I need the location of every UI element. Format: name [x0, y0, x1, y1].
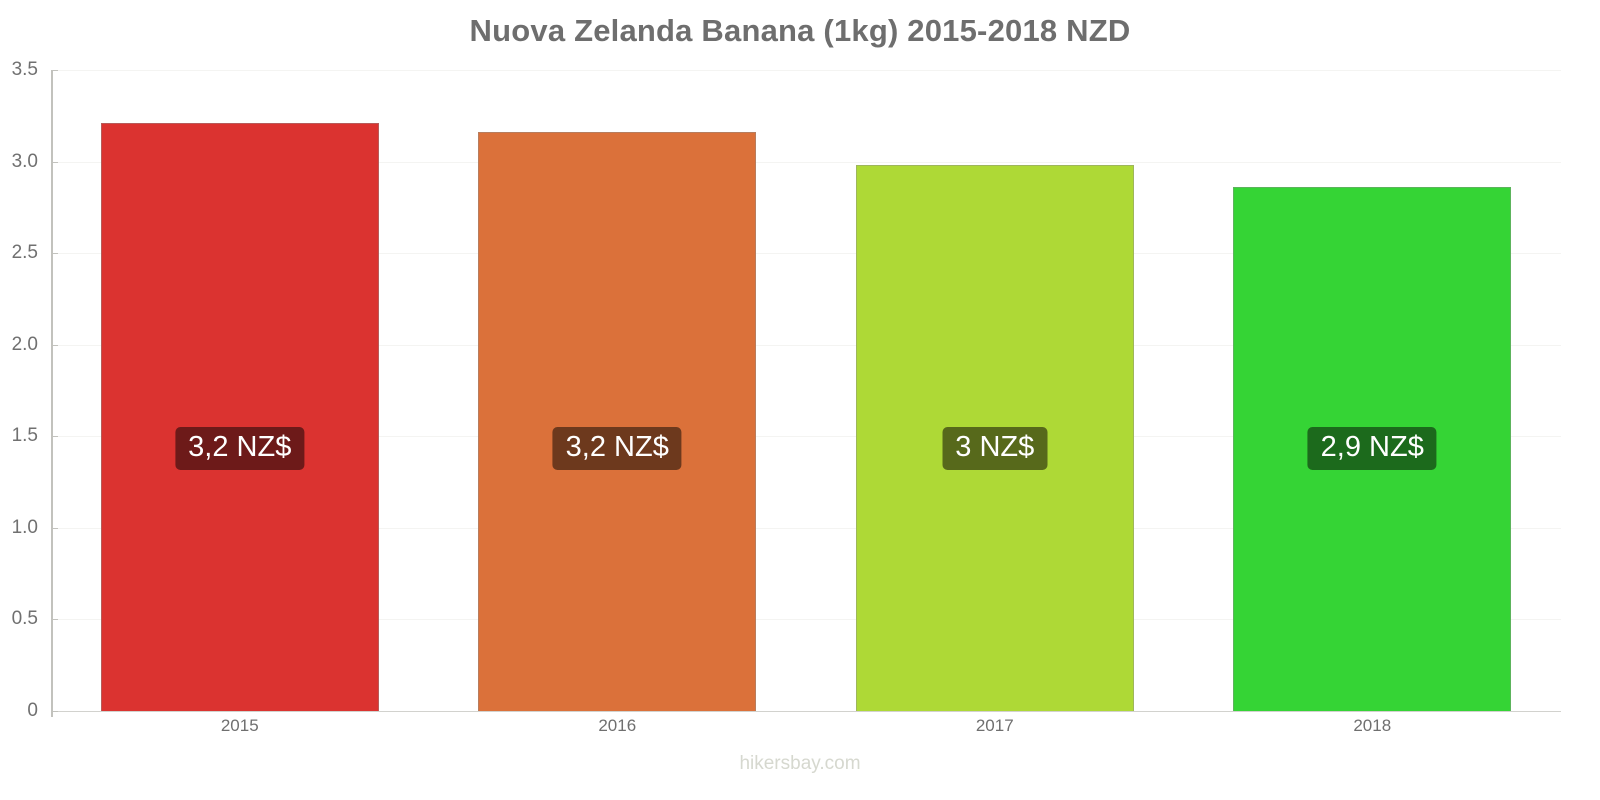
x-axis-tick-label: 2015	[220, 716, 259, 735]
y-axis-tick-mark	[51, 436, 58, 438]
y-axis-tick-label: 0	[27, 700, 38, 721]
y-axis-tick-mark	[51, 711, 58, 712]
chart-title: Nuova Zelanda Banana (1kg) 2015-2018 NZD	[469, 13, 1131, 48]
bar-value-label: 2,9 NZ$	[1307, 427, 1437, 471]
gridline	[51, 253, 1561, 255]
y-axis-line	[51, 70, 53, 717]
y-axis-tick-mark	[51, 161, 58, 163]
y-axis-tick-label: 3.0	[11, 150, 38, 172]
plot-area: 3,2 NZ$ 3,2 NZ$ 3 NZ$ 2,9 NZ$	[51, 70, 1561, 712]
y-axis-tick-mark	[51, 619, 58, 621]
y-axis-tick-mark	[51, 344, 58, 346]
x-axis-tick-label: 2018	[1353, 716, 1392, 735]
gridline	[51, 711, 1561, 712]
y-axis-tick-label: 1.0	[11, 516, 38, 538]
gridline	[51, 619, 1561, 621]
y-axis-tick-label: 2.0	[11, 333, 38, 355]
y-axis-tick-mark	[51, 527, 58, 529]
bar[interactable]: 3,2 NZ$	[478, 132, 757, 711]
footer-watermark: hikersbay.com	[739, 753, 861, 774]
x-axis-tick-label: 2017	[975, 716, 1014, 735]
bar-rect[interactable]	[478, 132, 757, 711]
bar-value-label: 3 NZ$	[942, 427, 1048, 471]
y-axis-tick-label: 0.5	[11, 608, 38, 630]
gridline	[51, 527, 1561, 529]
bar[interactable]: 2,9 NZ$	[1233, 187, 1512, 711]
bar-value-label: 3,2 NZ$	[175, 427, 305, 471]
gridline	[51, 344, 1561, 346]
bar[interactable]: 3,2 NZ$	[100, 123, 379, 711]
y-axis-tick-mark	[51, 253, 58, 255]
y-axis-tick-label: 2.5	[11, 242, 38, 264]
x-axis-tick-label: 2016	[598, 716, 637, 735]
y-axis-tick-mark	[51, 70, 58, 71]
bar-value-label: 3,2 NZ$	[552, 427, 682, 471]
bar-rect[interactable]	[100, 123, 379, 711]
gridline	[51, 70, 1561, 71]
y-axis-tick-label: 1.5	[11, 425, 38, 447]
y-axis-tick-label: 3.5	[11, 59, 38, 80]
bar[interactable]: 3 NZ$	[855, 165, 1134, 711]
gridline	[51, 161, 1561, 163]
gridline	[51, 436, 1561, 438]
